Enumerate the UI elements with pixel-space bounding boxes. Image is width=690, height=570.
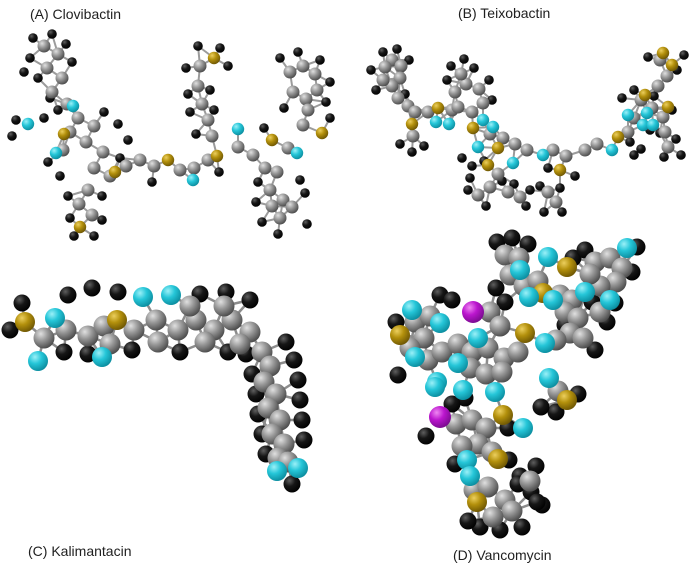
- molecule-d: [387, 229, 646, 539]
- panel-b-label: (B) Teixobactin: [458, 5, 551, 21]
- panel-d-label: (D) Vancomycin: [453, 547, 552, 563]
- panel-a-label: (A) Clovibactin: [30, 6, 122, 22]
- molecule-b: [366, 44, 689, 217]
- molecule-a: [7, 29, 335, 241]
- panel-c-label: (C) Kalimantacin: [28, 543, 132, 559]
- molecule-c: [1, 279, 313, 493]
